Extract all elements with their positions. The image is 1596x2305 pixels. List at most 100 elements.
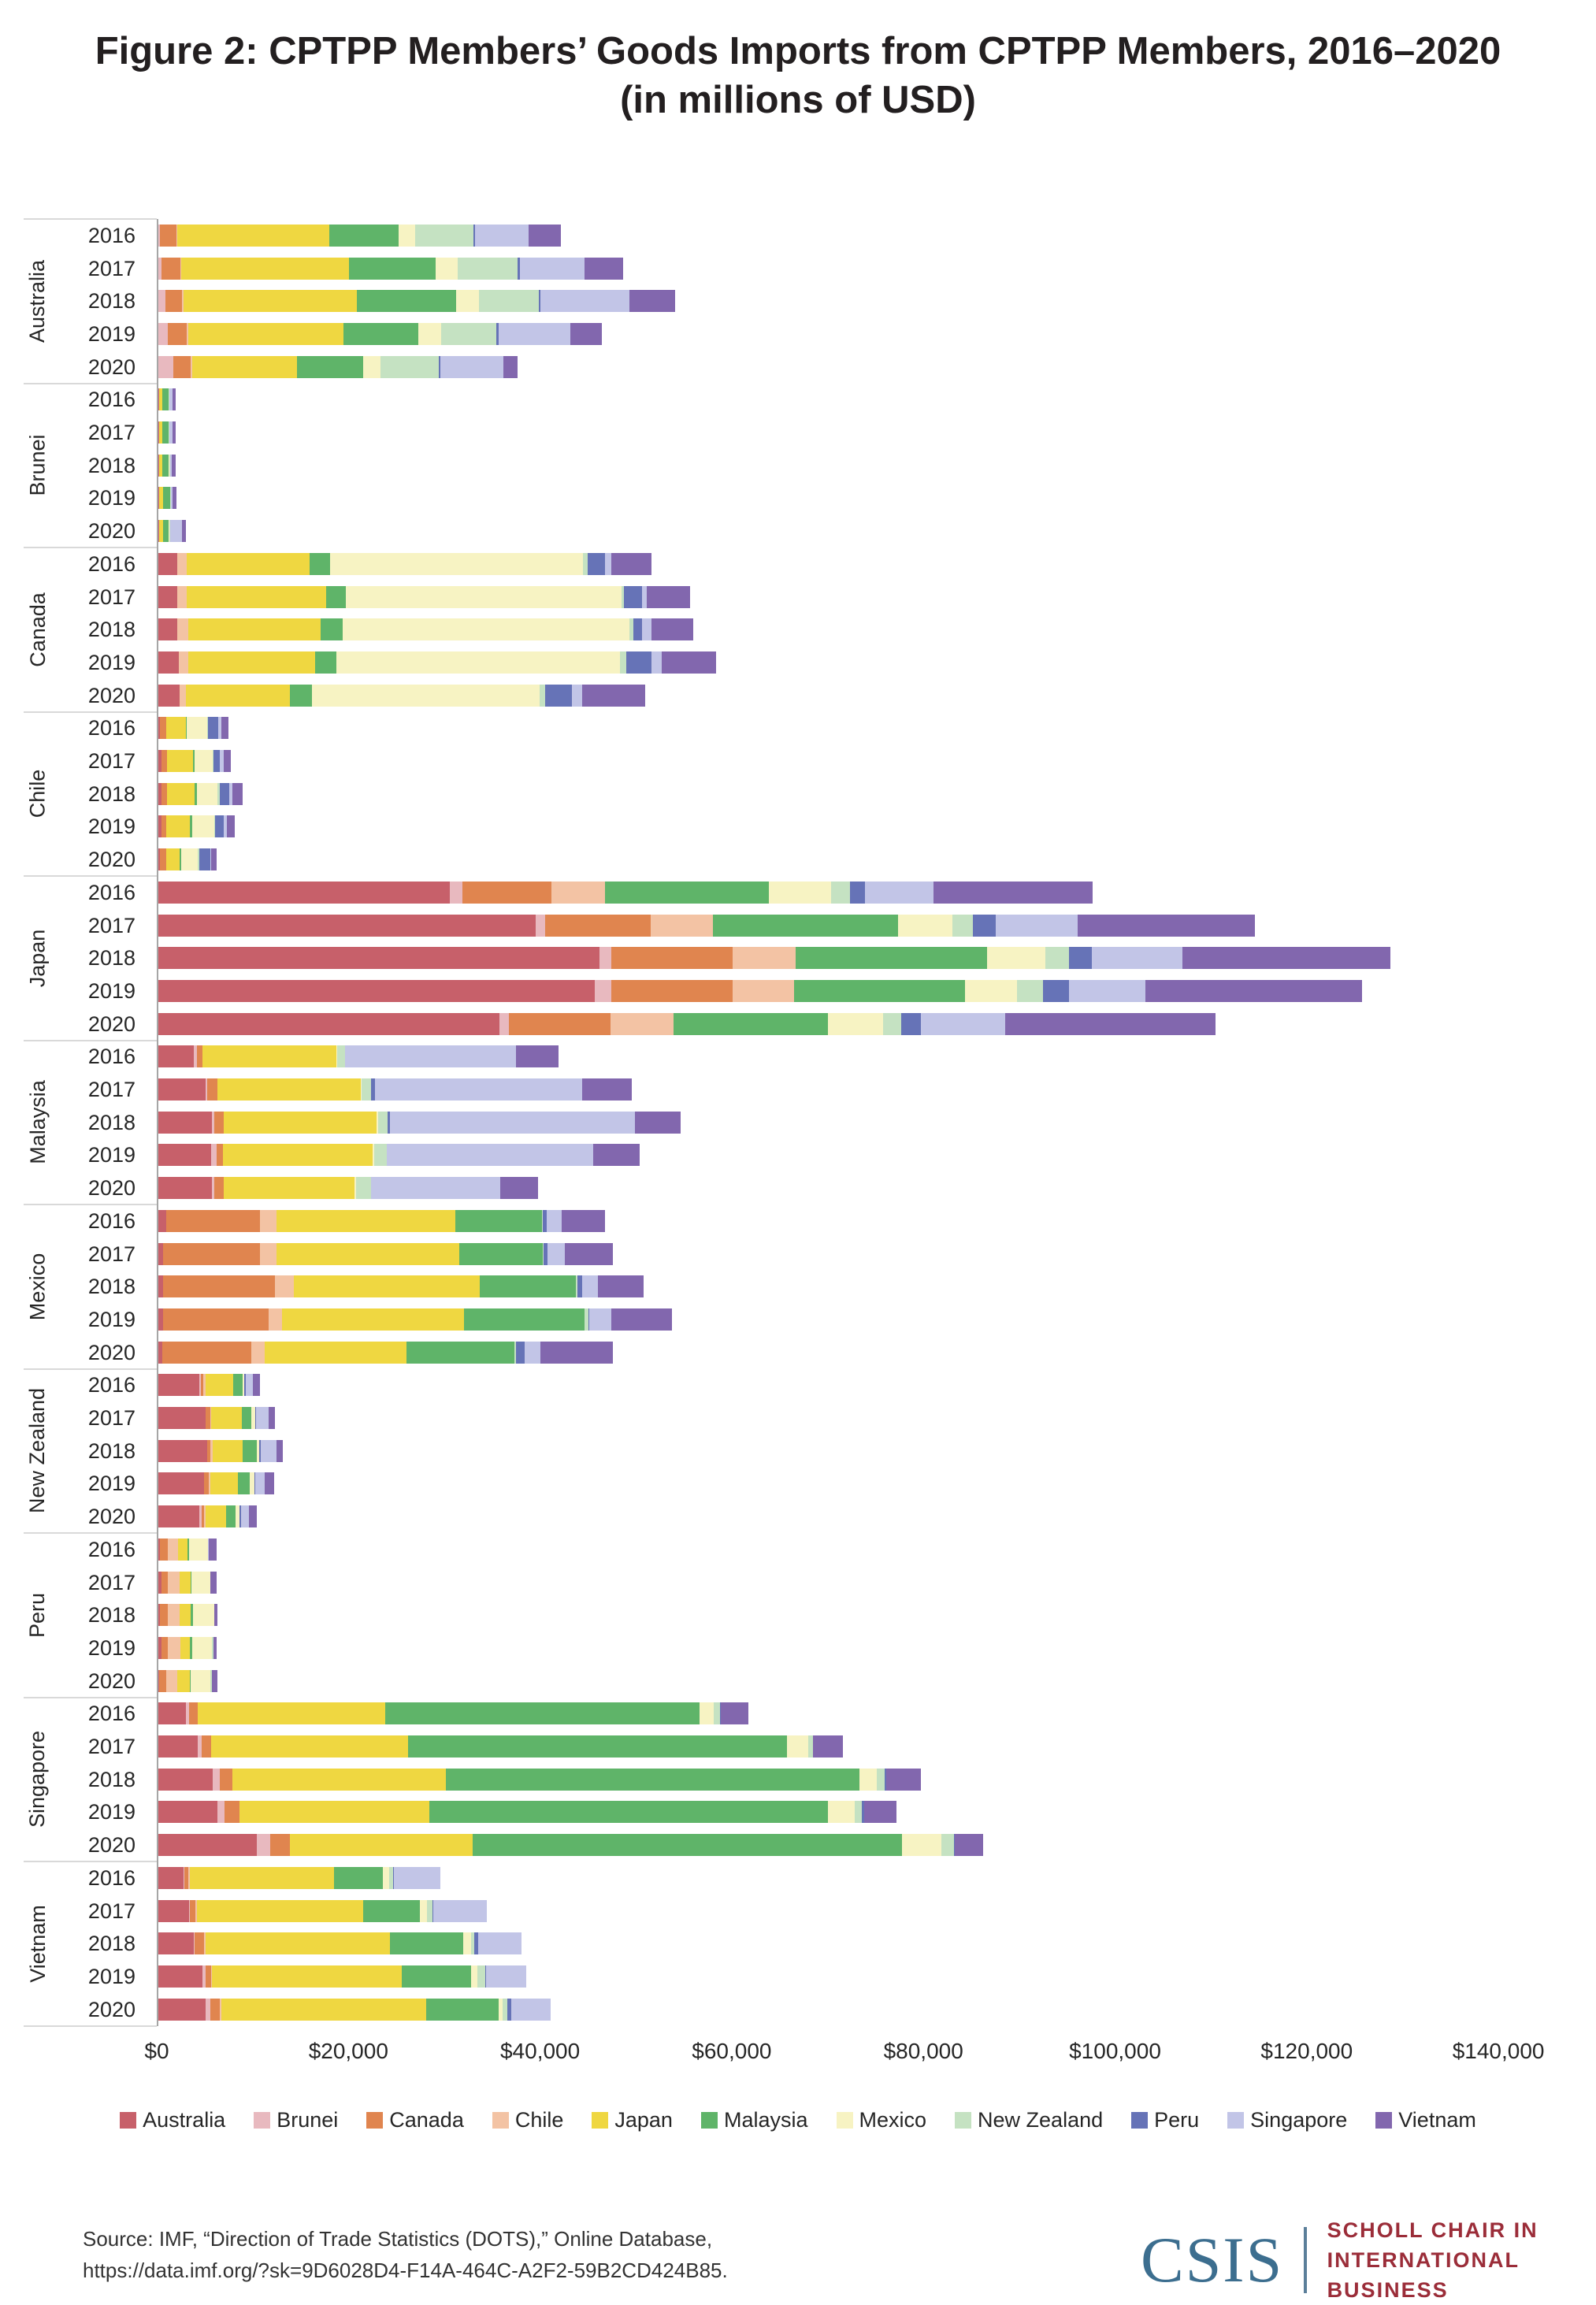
bar-segment-singapore xyxy=(547,1242,565,1265)
year-label: 2016 xyxy=(87,1045,135,1069)
country-label-text: Peru xyxy=(25,1592,50,1638)
bar-segment-peru xyxy=(254,1472,255,1495)
bar-segment-canada xyxy=(462,881,551,904)
bar-segment-vietnam xyxy=(570,322,603,345)
country-label-text: Vietnam xyxy=(25,1904,50,1983)
legend-swatch xyxy=(1375,2112,1393,2129)
bar-segment-australia xyxy=(158,1834,258,1857)
bar-segment-mexico xyxy=(462,1932,471,1955)
bar-segment-new-zealand xyxy=(503,1998,508,2021)
bar-segment-new-zealand xyxy=(414,224,474,247)
bar-segment-canada xyxy=(160,224,177,247)
year-label: 2020 xyxy=(87,1833,135,1858)
bar-segment-chile xyxy=(168,1604,180,1627)
year-label: 2018 xyxy=(87,1110,135,1134)
bar-segment-new-zealand xyxy=(169,454,170,477)
stacked-bar-mexico-2016 xyxy=(158,1209,605,1232)
bar-segment-new-zealand xyxy=(582,552,588,575)
bar-segment-chile xyxy=(209,1472,210,1495)
bar-segment-chile xyxy=(210,1439,213,1462)
bar-segment-singapore xyxy=(386,1144,594,1167)
legend-item-peru: Peru xyxy=(1131,2108,1199,2132)
bar-segment-canada xyxy=(270,1834,290,1857)
bar-segment-peru xyxy=(953,1834,955,1857)
bar-segment-chile xyxy=(220,1998,221,2021)
bar-segment-vietnam xyxy=(529,224,562,247)
bar-segment-singapore xyxy=(642,585,648,608)
bar-segment-malaysia xyxy=(604,881,769,904)
year-label: 2020 xyxy=(87,1011,135,1036)
stacked-bar-singapore-2017 xyxy=(158,1735,843,1758)
bar-segment-malaysia xyxy=(674,1012,829,1035)
bar-segment-new-zealand xyxy=(952,914,973,937)
csis-logo: CSIS SCHOLL CHAIR IN INTERNATIONAL BUSIN… xyxy=(1141,2215,1596,2305)
bar-segment-chile xyxy=(268,1308,282,1331)
year-label: 2018 xyxy=(87,289,135,314)
bar-segment-canada xyxy=(161,1571,168,1594)
stacked-bar-mexico-2018 xyxy=(158,1275,644,1298)
bar-segment-new-zealand xyxy=(380,355,440,378)
bar-segment-vietnam xyxy=(661,651,716,674)
bar-segment-mexico xyxy=(257,1439,259,1462)
group-separator xyxy=(24,1861,157,1862)
bar-segment-peru xyxy=(518,257,520,280)
bar-segment-brunei xyxy=(217,1801,225,1824)
bar-segment-new-zealand xyxy=(542,1242,544,1265)
bar-segment-mexico xyxy=(181,848,198,871)
bar-segment-australia xyxy=(158,421,159,444)
bar-segment-singapore xyxy=(433,1899,488,1922)
legend-item-vietnam: Vietnam xyxy=(1375,2108,1476,2132)
bar-segment-australia xyxy=(158,1209,166,1232)
year-label: 2017 xyxy=(87,1570,135,1594)
bar-segment-canada xyxy=(173,355,191,378)
year-label: 2020 xyxy=(87,1340,135,1364)
bar-segment-peru xyxy=(214,815,224,838)
bar-segment-mexico xyxy=(420,1899,427,1922)
stacked-bar-new-zealand-2017 xyxy=(158,1407,276,1430)
stacked-bar-new-zealand-2018 xyxy=(158,1439,284,1462)
bar-segment-brunei xyxy=(158,257,161,280)
bar-segment-japan xyxy=(177,224,329,247)
bar-segment-canada xyxy=(161,1636,169,1659)
bar-segment-chile xyxy=(210,1965,213,1988)
bar-segment-vietnam xyxy=(611,552,652,575)
country-label-text: Brunei xyxy=(25,434,50,496)
bar-segment-chile xyxy=(275,1275,294,1298)
bar-segment-vietnam xyxy=(1182,947,1391,970)
bar-segment-japan xyxy=(276,1209,456,1232)
bar-segment-canada xyxy=(163,1242,260,1265)
scholl-chair-text: SCHOLL CHAIR IN INTERNATIONAL BUSINESS xyxy=(1327,2215,1596,2305)
year-label: 2019 xyxy=(87,321,135,346)
bar-segment-brunei xyxy=(213,1768,220,1791)
bar-segment-australia xyxy=(158,1177,213,1200)
bar-segment-new-zealand xyxy=(1045,947,1069,970)
bar-segment-singapore xyxy=(642,618,652,641)
bar-segment-malaysia xyxy=(445,1768,860,1791)
bar-segment-australia xyxy=(158,881,450,904)
stacked-bar-canada-2016 xyxy=(158,552,652,575)
bar-segment-malaysia xyxy=(793,979,966,1002)
country-label-text: New Zealand xyxy=(25,1388,50,1514)
bar-segment-peru xyxy=(239,1505,241,1528)
stacked-bar-japan-2018 xyxy=(158,947,1391,970)
bar-segment-canada xyxy=(168,322,187,345)
bar-segment-peru xyxy=(1042,979,1069,1002)
x-axis-tick-label: $20,000 xyxy=(308,2038,388,2063)
year-label: 2017 xyxy=(87,1735,135,1759)
bar-segment-vietnam xyxy=(210,848,217,871)
bar-segment-vietnam xyxy=(540,1341,613,1364)
bar-segment-malaysia xyxy=(406,1341,515,1364)
bar-segment-new-zealand xyxy=(361,1078,371,1101)
group-separator xyxy=(24,547,157,548)
bar-segment-malaysia xyxy=(191,1604,193,1627)
bar-segment-australia xyxy=(158,1275,164,1298)
stacked-bar-singapore-2020 xyxy=(158,1834,984,1857)
bar-segment-singapore xyxy=(210,848,211,871)
bar-segment-australia xyxy=(158,1111,213,1134)
year-label: 2017 xyxy=(87,913,135,937)
bar-segment-peru xyxy=(633,618,643,641)
bar-segment-chile xyxy=(195,1899,197,1922)
stacked-bar-japan-2019 xyxy=(158,979,1362,1002)
bar-segment-peru xyxy=(484,1965,486,1988)
